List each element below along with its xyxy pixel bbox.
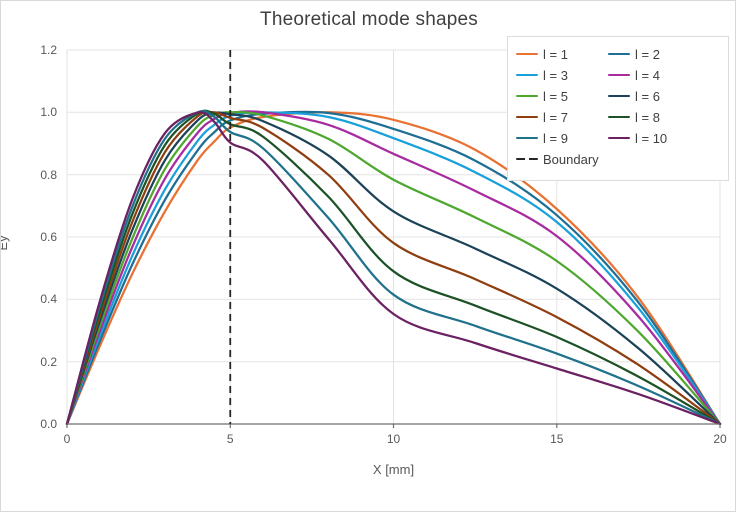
legend-entry: l = 1: [516, 46, 608, 62]
legend-entry: l = 5: [516, 88, 608, 104]
legend-line-swatch: [516, 52, 538, 56]
legend-line-swatch: [608, 115, 630, 119]
y-tick-label: 0.2: [40, 354, 57, 369]
x-tick-label: 5: [226, 432, 234, 446]
mode-curve: [65, 109, 722, 426]
legend-entry: l = 7: [516, 109, 608, 125]
legend-dashed-swatch: [516, 157, 538, 161]
legend-label: l = 4: [635, 67, 660, 83]
legend-entry: l = 9: [516, 130, 608, 146]
legend-line-swatch: [608, 52, 630, 56]
legend-label: l = 1: [543, 46, 568, 62]
mode-curve: [65, 109, 722, 426]
legend-label: Boundary: [543, 151, 599, 167]
legend-label: l = 7: [543, 109, 568, 125]
legend-entry: l = 10: [608, 130, 728, 146]
x-tick-label: 20: [713, 432, 727, 446]
mode-curve: [65, 110, 722, 426]
mode-curve: [65, 110, 722, 426]
y-tick-label: 0.4: [40, 292, 57, 307]
y-tick-label: 0.0: [40, 417, 57, 431]
legend-entry: l = 6: [608, 88, 728, 104]
legend-label: l = 6: [635, 88, 660, 104]
legend-entry: l = 3: [516, 67, 608, 83]
legend-entry: l = 8: [608, 109, 728, 125]
y-tick-label: 0.8: [40, 167, 57, 182]
legend-entry: l = 2: [608, 46, 728, 62]
legend-line-swatch: [516, 136, 538, 140]
legend: l = 1 l = 2 l = 3 l = 4 l = 5 l = 6 l = 7 l = 8…: [507, 36, 729, 181]
mode-curve: [65, 111, 722, 426]
mode-curve: [65, 111, 722, 426]
legend-label: l = 3: [543, 67, 568, 83]
x-tick-label: 15: [550, 432, 564, 446]
y-tick-label: 0.6: [40, 230, 57, 244]
x-tick-label: 10: [386, 432, 401, 446]
legend-line-swatch: [516, 73, 538, 77]
legend-line-swatch: [516, 94, 538, 98]
mode-curve: [65, 111, 722, 426]
legend-line-swatch: [608, 136, 630, 140]
legend-label: l = 9: [543, 130, 568, 146]
chart-title: Theoretical mode shapes: [260, 9, 478, 30]
legend-label: l = 5: [543, 88, 568, 104]
x-tick-label: 0: [63, 432, 71, 446]
legend-label: l = 8: [635, 109, 660, 125]
legend-line-swatch: [516, 115, 538, 119]
legend-entry: l = 4: [608, 67, 728, 83]
mode-curve: [65, 111, 722, 426]
legend-line-swatch: [608, 73, 630, 77]
legend-label: l = 10: [635, 130, 668, 146]
legend-entry: Boundary: [516, 151, 608, 167]
mode-curve: [65, 110, 722, 426]
y-tick-label: 1.0: [40, 105, 57, 120]
y-tick-label: 1.2: [40, 43, 57, 57]
x-axis-title: X [mm]: [372, 462, 415, 477]
legend-line-swatch: [608, 94, 630, 98]
legend-label: l = 2: [635, 46, 660, 62]
